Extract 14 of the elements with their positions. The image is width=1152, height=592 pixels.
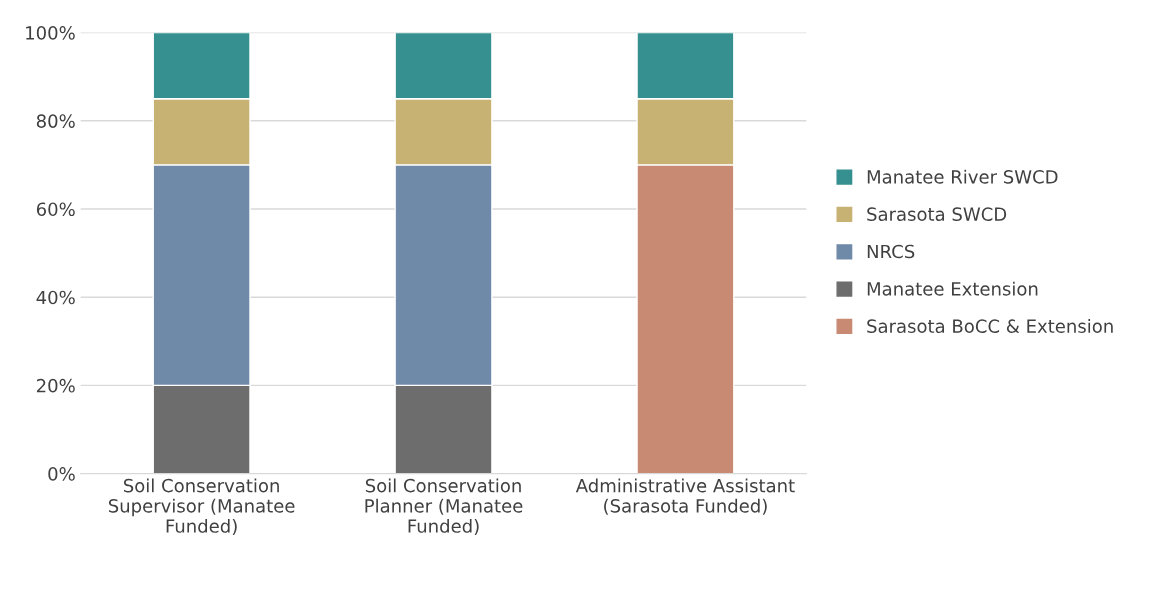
legend-label: Manatee River SWCD	[867, 169, 1058, 184]
legend-label: Sarasota SWCD	[867, 207, 1007, 221]
y-tick-label: 60%	[36, 202, 75, 217]
legend-label: Manatee Extension	[867, 281, 1038, 296]
x-tick-label: Soil Conservation Supervisor (Manatee Funded)	[108, 478, 295, 535]
y-tick-label: 80%	[36, 114, 75, 128]
y-tick-label: 0%	[48, 467, 75, 481]
y-tick-label: 40%	[36, 290, 75, 305]
x-tick-label: Soil Conservation Planner (Manatee Funded)	[365, 478, 523, 535]
x-tick-label: Administrative Assistant (Sarasota Funded)	[575, 478, 795, 515]
y-tick-label: 100%	[26, 26, 75, 40]
y-tick-label: 20%	[36, 378, 75, 393]
legend-label: NRCS	[867, 244, 915, 259]
legend-label: Sarasota BoCC & Extension	[867, 319, 1113, 333]
